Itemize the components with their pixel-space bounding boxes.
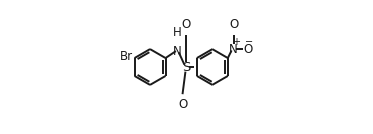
Text: +: + xyxy=(232,37,240,47)
Text: N: N xyxy=(173,45,182,58)
Text: O: O xyxy=(178,98,187,111)
Text: O: O xyxy=(229,18,238,31)
Text: O: O xyxy=(244,43,253,56)
Text: H: H xyxy=(173,26,181,39)
Text: Br: Br xyxy=(119,50,132,63)
Text: N: N xyxy=(229,43,238,56)
Text: O: O xyxy=(182,18,191,31)
Text: S: S xyxy=(182,60,191,74)
Text: −: − xyxy=(244,37,253,47)
